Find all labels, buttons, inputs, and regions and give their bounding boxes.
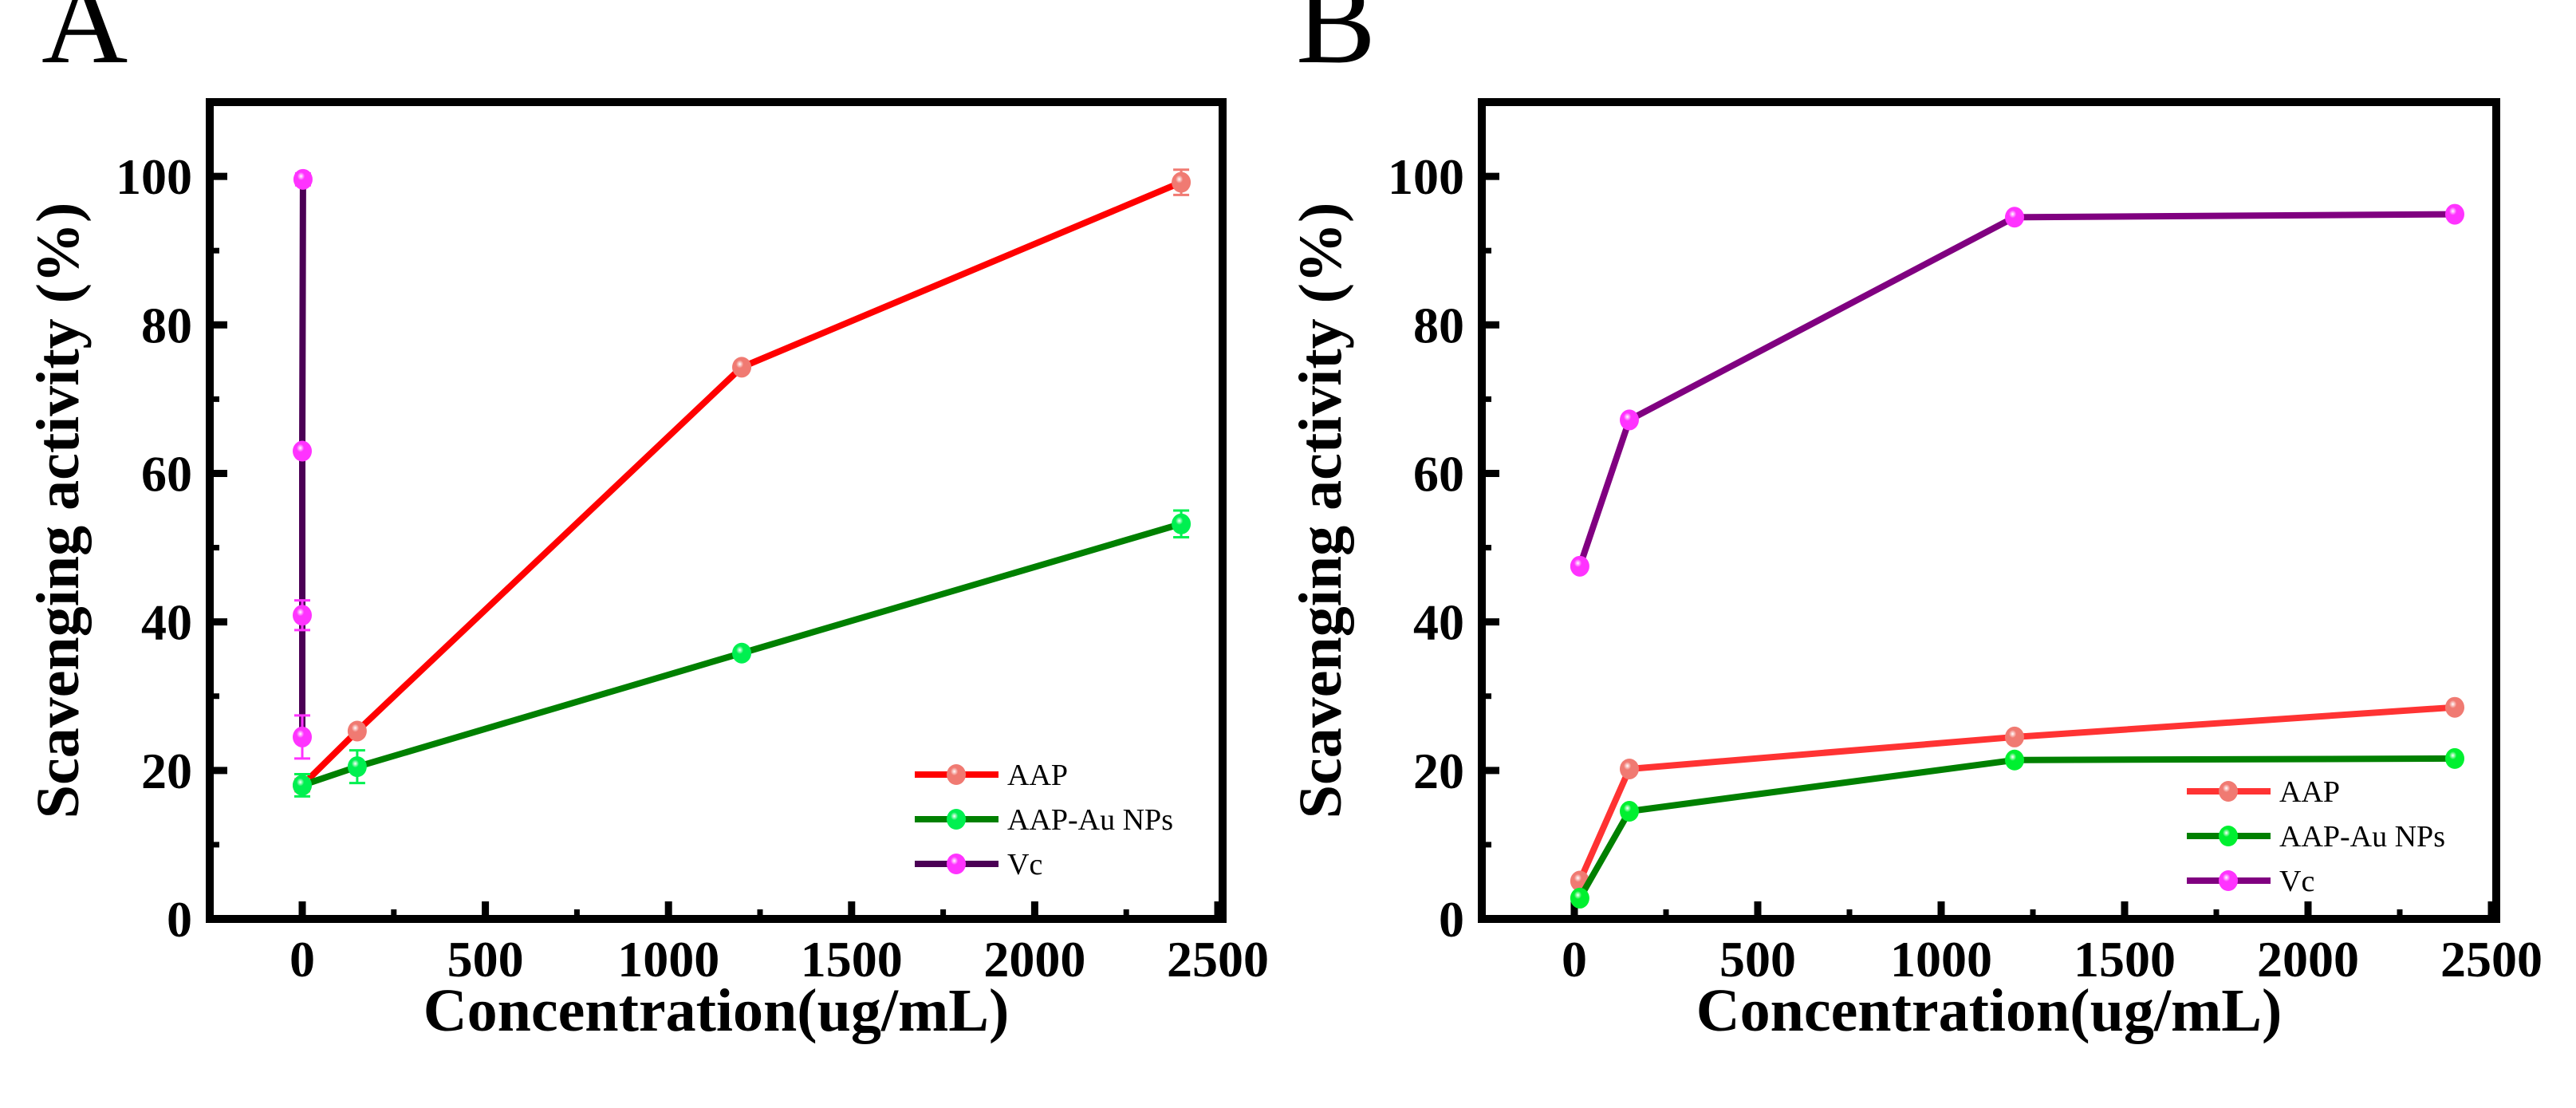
y-axis-title: Scavenging activity (%) — [25, 203, 92, 819]
legend-entry: AAP-Au NPs — [915, 803, 1173, 837]
legend-entry: AAP — [915, 759, 1068, 792]
data-point — [2005, 726, 2024, 747]
data-point — [2445, 696, 2464, 718]
series-aap-au-nps — [1570, 747, 2464, 909]
x-tick-label: 1000 — [617, 931, 719, 988]
x-tick-label: 500 — [1719, 931, 1796, 988]
y-tick-label: 20 — [141, 743, 192, 799]
legend-entry: AAP-Au NPs — [2187, 820, 2445, 854]
panel-label: A — [41, 0, 128, 89]
data-point — [2445, 747, 2464, 769]
series-vc — [293, 168, 313, 760]
x-axis-title: Concentration(ug/mL) — [423, 977, 1010, 1044]
data-point — [293, 775, 312, 796]
data-point — [1570, 555, 1589, 577]
y-tick-label: 60 — [1413, 445, 1464, 502]
data-point — [293, 605, 312, 626]
series-line — [300, 179, 1183, 788]
plot-frame — [1478, 98, 2500, 923]
x-tick-label: 0 — [290, 931, 315, 988]
series-vc — [1570, 203, 2464, 577]
y-tick-label: 80 — [141, 297, 192, 353]
legend-label: AAP — [2279, 775, 2340, 809]
y-tick-label: 100 — [1388, 148, 1464, 205]
x-tick-label: 2500 — [2440, 931, 2543, 988]
x-tick-label: 0 — [1562, 931, 1587, 988]
series-line — [1577, 211, 2456, 568]
x-tick-label: 2000 — [983, 931, 1085, 988]
data-point — [293, 726, 312, 747]
legend-marker — [2219, 826, 2238, 846]
y-tick-label: 0 — [1439, 891, 1464, 948]
x-tick-label: 1000 — [1890, 931, 1992, 988]
legend-entry: Vc — [2187, 865, 2314, 898]
data-point — [1620, 758, 1639, 779]
series-aap — [1570, 696, 2464, 892]
data-point — [293, 440, 312, 462]
series-line — [299, 179, 306, 737]
y-tick-label: 100 — [116, 148, 192, 205]
legend-marker — [947, 764, 966, 785]
data-point — [732, 642, 752, 664]
data-point — [347, 720, 367, 742]
data-point — [2445, 203, 2464, 225]
data-point — [1172, 172, 1191, 193]
data-point — [293, 168, 313, 190]
x-tick-label: 2000 — [2257, 931, 2359, 988]
legend-entry: Vc — [915, 848, 1042, 881]
plot-frame — [206, 98, 1227, 923]
y-tick-label: 40 — [1413, 594, 1464, 651]
legend-marker — [947, 809, 966, 830]
legend-marker — [2219, 781, 2238, 802]
legend-entry: AAP — [2187, 775, 2340, 809]
legend-label: Vc — [1007, 848, 1042, 881]
x-axis-title: Concentration(ug/mL) — [1696, 977, 2283, 1044]
series-line — [1577, 704, 2456, 883]
series-aap — [293, 168, 1191, 796]
y-tick-label: 80 — [1413, 297, 1464, 353]
x-tick-label: 1500 — [801, 931, 903, 988]
x-tick-label: 500 — [447, 931, 524, 988]
legend-marker — [2219, 870, 2238, 891]
x-tick-label: 2500 — [1167, 931, 1269, 988]
series-aap-au-nps — [293, 509, 1191, 798]
data-point — [347, 756, 367, 778]
series-line — [1577, 755, 2456, 900]
y-tick-label: 60 — [141, 445, 192, 502]
legend-label: AAP-Au NPs — [2279, 820, 2445, 854]
legend-marker — [947, 854, 966, 874]
legend-label: Vc — [2279, 865, 2314, 898]
data-point — [2005, 207, 2024, 228]
data-point — [1620, 801, 1639, 822]
y-tick-label: 0 — [167, 891, 192, 948]
data-point — [1172, 513, 1191, 534]
y-tick-label: 40 — [141, 594, 192, 651]
legend-label: AAP — [1007, 759, 1068, 792]
series-line — [301, 520, 1183, 789]
data-point — [732, 357, 752, 378]
data-point — [2005, 749, 2024, 771]
data-point — [1570, 887, 1589, 909]
panel-label: B — [1296, 0, 1376, 89]
data-point — [1620, 409, 1639, 431]
x-tick-label: 1500 — [2074, 931, 2176, 988]
y-axis-title: Scavenging activity (%) — [1287, 203, 1354, 819]
legend-label: AAP-Au NPs — [1007, 803, 1173, 837]
y-tick-label: 20 — [1413, 743, 1464, 799]
